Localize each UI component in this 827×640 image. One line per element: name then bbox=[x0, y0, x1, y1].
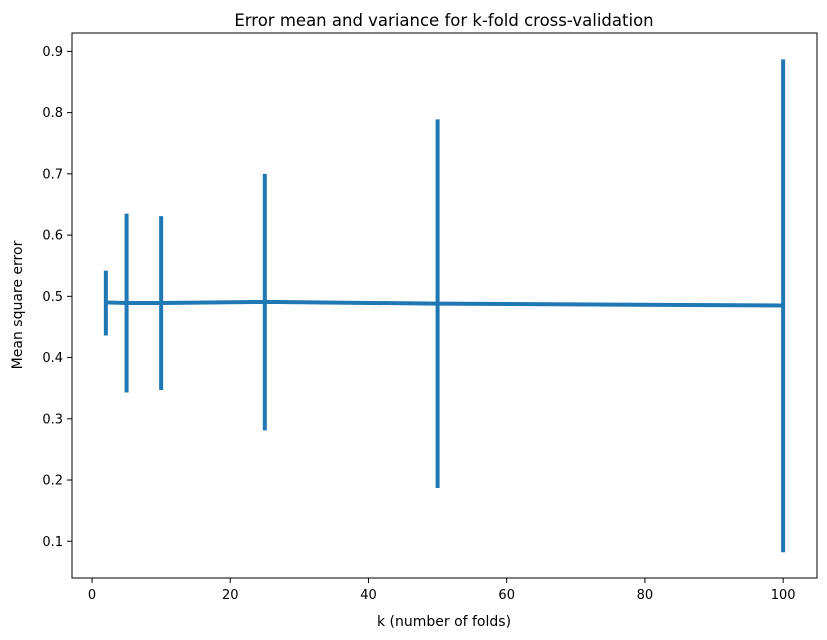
y-axis-label: Mean square error bbox=[10, 240, 26, 369]
y-tick-label: 0.2 bbox=[42, 474, 63, 489]
y-tick-label: 0.9 bbox=[42, 45, 63, 60]
y-tick-label: 0.4 bbox=[42, 351, 63, 366]
y-tick-label: 0.6 bbox=[42, 229, 63, 244]
mean-error-line bbox=[105, 299, 784, 308]
axes-frame bbox=[71, 32, 818, 579]
y-tick-label: 0.7 bbox=[42, 167, 63, 182]
y-tick-label: 0.5 bbox=[42, 290, 63, 305]
x-tick-label: 40 bbox=[360, 588, 377, 603]
x-axis-label: k (number of folds) bbox=[377, 614, 511, 630]
x-tick-label: 0 bbox=[88, 588, 96, 603]
chart-title: Error mean and variance for k-fold cross… bbox=[234, 11, 653, 30]
x-tick-label: 100 bbox=[771, 588, 796, 603]
x-tick-label: 20 bbox=[222, 588, 239, 603]
y-tick-label: 0.8 bbox=[42, 106, 63, 121]
x-tick-label: 60 bbox=[498, 588, 515, 603]
y-tick-label: 0.3 bbox=[42, 412, 63, 427]
plot-area: 0 20 40 60 80 100 0.1 0.2 0.3 0.4 0.5 0.6 0.7 0.8 0.9 bbox=[42, 45, 795, 603]
x-tick-label: 80 bbox=[637, 588, 654, 603]
y-tick-label: 0.1 bbox=[42, 535, 63, 550]
